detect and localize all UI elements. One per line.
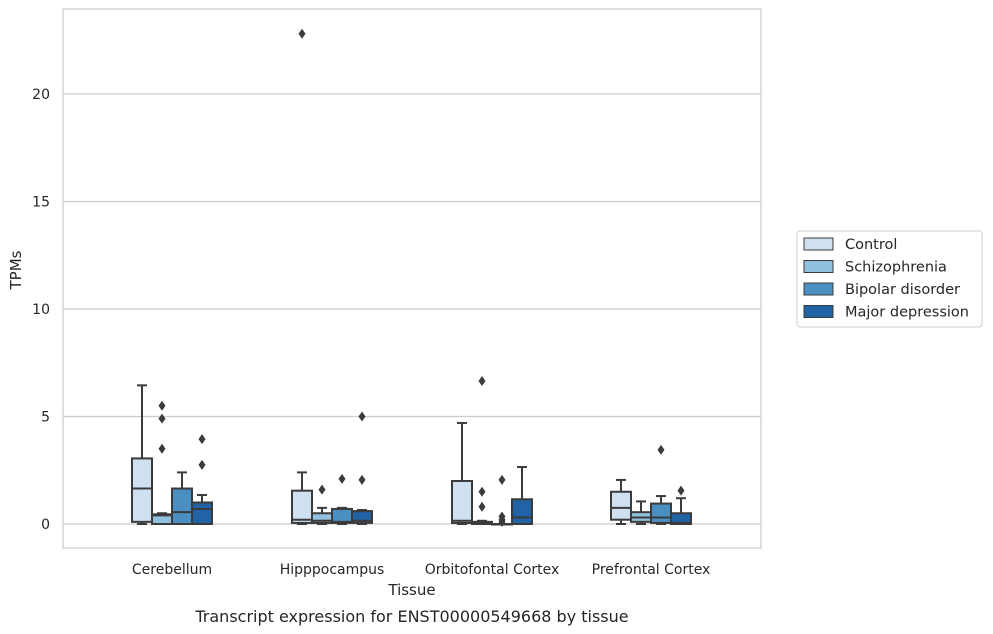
outlier-point [298, 28, 306, 39]
box-bipolar-disorder [331, 473, 353, 525]
box-iqr [191, 501, 213, 525]
box-bipolar-disorder [491, 474, 513, 527]
box-control [451, 421, 473, 525]
outlier-point [338, 473, 346, 484]
x-tick-label: Prefrontal Cortex [592, 562, 711, 578]
box-control [131, 384, 153, 525]
legend: Control Schizophrenia Bipolar disorder Majo… [796, 230, 983, 328]
outlier-point [478, 501, 486, 512]
y-tick-label: 10 [32, 302, 50, 318]
x-axis-label: Tissue [387, 581, 435, 599]
box-groups [131, 28, 692, 527]
box-iqr [291, 489, 313, 524]
box-major-depression [670, 485, 692, 525]
legend-swatch [803, 282, 834, 296]
y-tick-label: 20 [32, 87, 50, 103]
outlier-point [198, 459, 206, 470]
legend-swatch [803, 305, 834, 318]
box-iqr [331, 507, 353, 524]
y-gridlines [63, 93, 761, 525]
box-control [291, 28, 313, 525]
box-iqr [511, 498, 533, 525]
y-tick-label: 15 [32, 195, 50, 211]
outlier-point [158, 400, 166, 411]
legend-swatch [803, 237, 834, 251]
outlier-point [358, 411, 366, 422]
x-tick-label: Cerebellum [132, 562, 212, 578]
outlier-point [677, 485, 685, 496]
box-iqr [171, 487, 193, 525]
plot-area-frame [62, 8, 762, 549]
outlier-point [478, 486, 486, 497]
x-tick-label: Orbitofontal Cortex [425, 562, 560, 578]
outlier-point [498, 516, 506, 527]
box-major-depression [191, 434, 213, 525]
legend-label: Control [845, 237, 897, 253]
box-iqr [650, 502, 672, 524]
outlier-point [358, 474, 366, 485]
outlier-point [657, 444, 665, 455]
box-schizophrenia [311, 484, 333, 525]
box-schizophrenia [630, 500, 652, 525]
legend-label: Bipolar disorder [845, 282, 960, 298]
legend-label: Major depression [845, 305, 969, 321]
outlier-point [478, 376, 486, 387]
outlier-point [498, 474, 506, 485]
box-iqr [131, 457, 153, 523]
y-tick-label: 5 [41, 410, 50, 426]
x-tick-label: Hipppocampus [280, 562, 385, 578]
box-iqr [451, 480, 473, 524]
y-axis-label: TPMs [7, 250, 25, 290]
y-tick-labels: 0 5 10 15 20 [32, 87, 50, 533]
figure-caption: Transcript expression for ENST0000054966… [194, 607, 628, 626]
box-major-depression [511, 466, 533, 525]
outlier-point [158, 443, 166, 454]
legend-swatch [803, 260, 834, 273]
outlier-point [198, 434, 206, 445]
outlier-point [318, 484, 326, 495]
box-bipolar-disorder [650, 444, 672, 525]
box-major-depression [351, 411, 373, 525]
box-schizophrenia [471, 376, 493, 525]
box-iqr [351, 510, 373, 524]
box-iqr [610, 490, 632, 521]
box-schizophrenia [151, 400, 173, 526]
box-control [610, 478, 632, 525]
outlier-point [158, 413, 166, 424]
box-iqr [670, 512, 692, 525]
x-tick-labels: Cerebellum Hipppocampus Orbitofontal Corte… [132, 562, 710, 578]
legend-frame [796, 230, 983, 328]
y-tick-label: 0 [41, 517, 50, 533]
legend-label: Schizophrenia [845, 260, 947, 276]
box-bipolar-disorder [171, 471, 193, 525]
